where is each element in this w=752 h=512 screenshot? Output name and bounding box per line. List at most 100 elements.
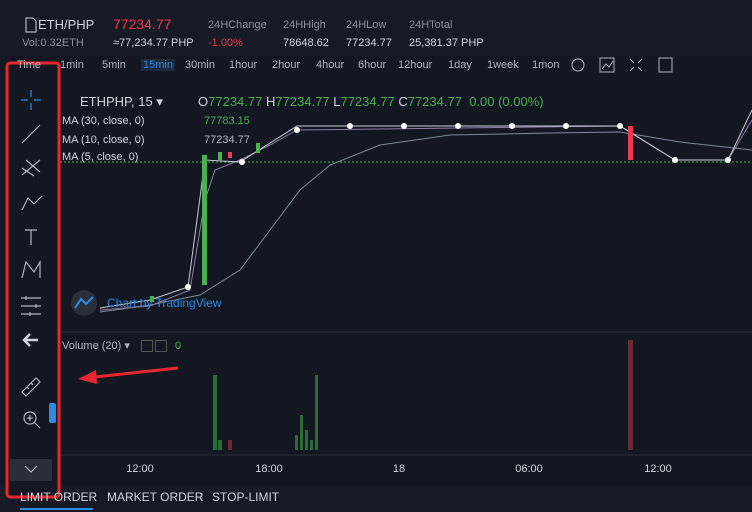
line-tool[interactable] <box>21 124 41 144</box>
volume: Vol:0.32ETH <box>22 37 84 49</box>
candle <box>218 152 222 160</box>
ma-5 <box>99 109 752 309</box>
interval[interactable]: 2hour <box>272 59 301 71</box>
legend-symbol: ETHPHP, 15 ▾ <box>80 94 163 109</box>
volume-name: Volume (20) <box>62 340 122 352</box>
toolbar-icons[interactable] <box>10 90 52 481</box>
interval[interactable]: 1hour <box>229 59 258 71</box>
save-button[interactable] <box>658 57 673 73</box>
ma-30 <box>99 131 752 313</box>
h-label: H <box>265 94 276 109</box>
tabs-bg <box>0 485 752 512</box>
indicators-button[interactable] <box>599 57 615 73</box>
volume-bars <box>213 340 633 450</box>
volume-bar <box>628 340 633 450</box>
order-tab[interactable]: STOP-LIMIT <box>212 490 280 504</box>
toolbar-more[interactable] <box>10 459 52 481</box>
volume-study: Volume (20) ▾ 0 <box>62 340 182 353</box>
interval[interactable]: 12hour <box>398 59 433 71</box>
low: 77234.77 <box>340 94 395 109</box>
l-label: L <box>333 94 341 109</box>
volume-bar <box>213 375 217 450</box>
point <box>239 159 245 165</box>
toolbar-collapse[interactable] <box>49 403 56 423</box>
point <box>294 127 300 133</box>
interval[interactable]: 1week <box>487 59 519 71</box>
interval[interactable]: 15min <box>141 59 175 71</box>
candles <box>150 126 633 302</box>
volume-bar <box>300 415 303 450</box>
candle <box>628 126 633 160</box>
stat-label: 24HHigh <box>283 19 326 31</box>
points <box>185 123 731 290</box>
pair: ETH/PHP <box>38 17 95 32</box>
stat-value: 77234.77 <box>346 37 392 49</box>
fullscreen-button[interactable] <box>629 58 643 72</box>
measure-tool[interactable] <box>21 377 41 397</box>
candle <box>150 296 154 302</box>
chart-controls[interactable] <box>571 57 673 73</box>
volume-bar <box>305 430 308 450</box>
volume-bar <box>295 435 298 450</box>
fib-tool[interactable] <box>21 159 41 177</box>
interval[interactable]: 1day <box>448 59 472 71</box>
annotation-arrowhead <box>78 370 97 384</box>
text-tool[interactable] <box>25 229 37 245</box>
symbol: ETHPHP, 15 <box>80 94 153 109</box>
study-value: 77783.15 <box>204 115 250 127</box>
candle <box>256 143 260 153</box>
point <box>563 123 569 129</box>
interval[interactable]: 1mon <box>532 59 560 71</box>
zoom-tool[interactable] <box>23 411 37 425</box>
toolbar-highlight <box>5 61 61 499</box>
stat-label: 24HLow <box>346 19 387 31</box>
change: 0.00 (0.00%) <box>469 94 544 109</box>
study-name: MA (10, close, 0) <box>62 134 145 146</box>
annotation-arrow <box>94 366 179 379</box>
prediction-tool[interactable] <box>21 296 41 316</box>
interval[interactable]: 1min <box>60 59 84 71</box>
interval[interactable]: 5min <box>102 59 126 71</box>
interval[interactable]: Time <box>17 59 42 71</box>
candle <box>228 152 232 158</box>
settings-button[interactable] <box>571 58 585 72</box>
interval[interactable]: 6hour <box>358 59 387 71</box>
crosshair-tool[interactable] <box>21 90 41 110</box>
watermark: Chart by TradingView <box>107 296 222 310</box>
brush-tool[interactable] <box>21 195 43 211</box>
pattern-tool[interactable] <box>21 259 41 279</box>
study-name: MA (5, close, 0) <box>62 151 139 163</box>
ma-lines <box>99 109 752 313</box>
study-value: 77234.77 <box>204 134 250 146</box>
time-label: 12:00 <box>644 463 672 475</box>
stat-value: 78648.62 <box>283 37 329 49</box>
stat-value: -1.00% <box>208 37 243 49</box>
back-tool[interactable] <box>22 333 38 347</box>
point <box>347 123 353 129</box>
point <box>672 157 678 163</box>
time-label: 18:00 <box>255 463 283 475</box>
header-bg <box>0 0 752 56</box>
point <box>509 123 515 129</box>
volume-bar <box>310 440 313 450</box>
point <box>725 157 731 163</box>
time-label: 12:00 <box>126 463 154 475</box>
o-label: O <box>198 94 209 109</box>
volume-bar <box>218 440 222 450</box>
order-tab[interactable]: LIMIT ORDER <box>20 490 98 504</box>
order-tab[interactable]: MARKET ORDER <box>107 490 204 504</box>
point <box>185 284 191 290</box>
point <box>401 123 407 129</box>
volume-value: 0 <box>174 340 182 352</box>
volume-bar <box>228 440 232 450</box>
volume-bar <box>315 375 318 450</box>
c-label: C <box>398 94 408 109</box>
time-label: 18 <box>392 463 406 475</box>
interval[interactable]: 30min <box>185 59 215 71</box>
approx-price: ≈77,234.77 PHP <box>113 37 194 49</box>
interval[interactable]: 4hour <box>316 59 345 71</box>
ohlc: O77234.77 H77234.77 L77234.77 C77234.77 … <box>198 95 544 108</box>
time-label: 06:00 <box>515 463 543 475</box>
